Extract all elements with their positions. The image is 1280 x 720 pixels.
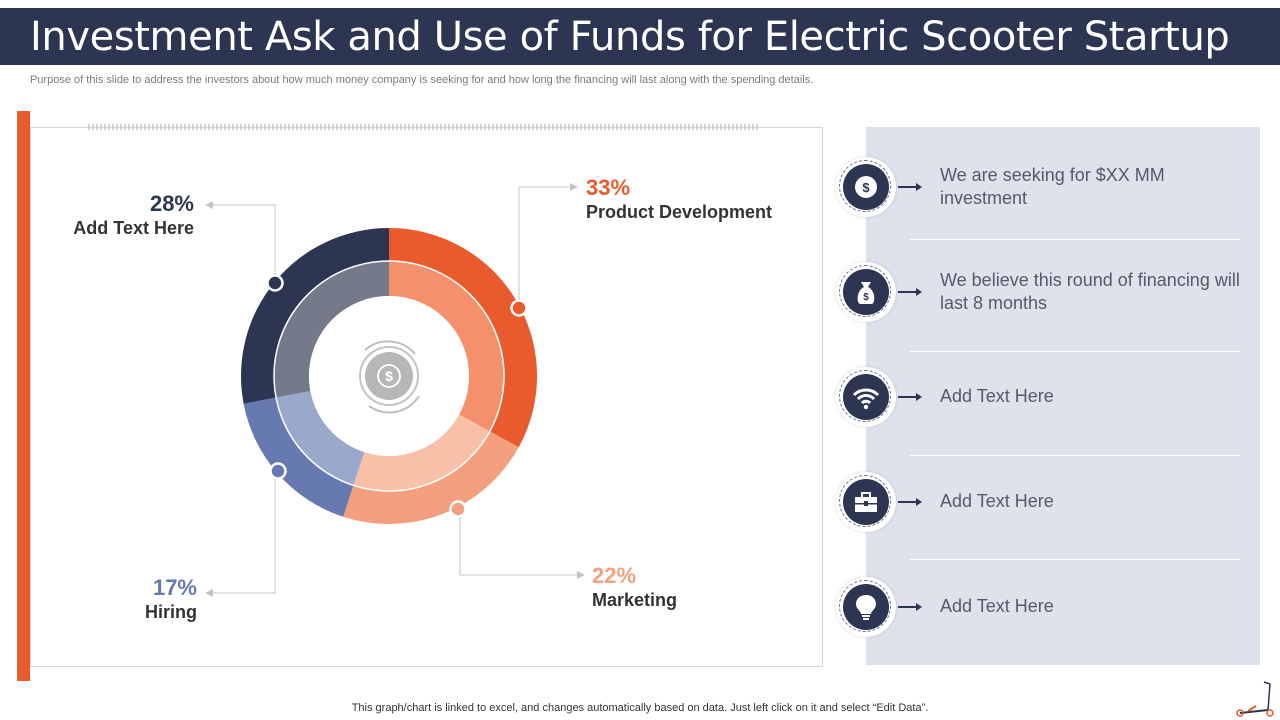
page-subtitle: Purpose of this slide to address the inv… xyxy=(30,74,814,86)
pie-slice-outer xyxy=(243,397,354,517)
panel-item-investment: $ We are seeking for $XX MM investment xyxy=(836,157,1256,217)
cycle-arrow-icon xyxy=(368,395,420,414)
pie-slice-inner xyxy=(276,390,365,486)
panel-item-text: Add Text Here xyxy=(940,596,1054,616)
icon-badge: $ xyxy=(836,157,896,217)
svg-text:$: $ xyxy=(863,292,869,303)
money-bag-icon: $ xyxy=(843,269,889,315)
footer-note: This graph/chart is linked to excel, and… xyxy=(351,702,929,714)
lightbulb-icon xyxy=(843,584,889,630)
data-label-percent: 28% xyxy=(150,191,194,216)
pie-slice-inner xyxy=(353,414,490,491)
divider xyxy=(910,455,1240,456)
cycle-arrow-icon xyxy=(364,340,416,355)
icon-badge: $ xyxy=(836,262,896,322)
title-bar: Investment Ask and Use of Funds for Elec… xyxy=(0,8,1280,65)
leader-line xyxy=(459,517,577,576)
use-of-funds-panel xyxy=(866,127,1260,665)
leader-arrow xyxy=(205,589,213,597)
decorative-stripe xyxy=(88,124,758,130)
divider xyxy=(910,351,1240,352)
divider xyxy=(910,559,1240,560)
arrow-icon xyxy=(898,393,922,401)
panel-item-text: Add Text Here xyxy=(940,386,1054,406)
donut-chart[interactable]: $33%Product Development 22%Marketing 17%Hi… xyxy=(0,0,840,700)
pie-slice-inner xyxy=(389,261,504,432)
data-label-percent: 33% xyxy=(586,175,630,200)
pie-marker xyxy=(269,462,287,480)
panel-item-text: We are seeking for $XX MM investment xyxy=(940,165,1165,208)
data-label-category: Add Text Here xyxy=(73,218,194,238)
data-label-category: Marketing xyxy=(592,590,677,610)
briefcase-icon xyxy=(843,479,889,525)
panel-item-financing: $ We believe this round of financing wil… xyxy=(836,262,1256,322)
arrow-icon xyxy=(898,288,922,296)
leader-arrow xyxy=(570,183,578,191)
panel-item-4: Add Text Here xyxy=(836,472,1256,532)
pie-slice-inner xyxy=(274,261,389,398)
accent-bar xyxy=(17,111,30,681)
svg-text:$: $ xyxy=(862,180,870,195)
pie-slice-outer xyxy=(241,228,389,404)
page-title: Investment Ask and Use of Funds for Elec… xyxy=(30,14,1230,60)
pie-marker xyxy=(449,500,467,518)
pie-marker xyxy=(266,274,284,292)
pie-slice-outer xyxy=(343,431,519,524)
data-label-percent: 22% xyxy=(592,563,636,588)
arrow-icon xyxy=(898,603,922,611)
scooter-logo-icon xyxy=(1236,681,1274,717)
icon-badge xyxy=(836,577,896,637)
pie-slice-outer xyxy=(389,228,537,448)
dollar-icon: $ xyxy=(843,164,889,210)
data-label-percent: 17% xyxy=(153,575,197,600)
ring-separator xyxy=(273,260,505,492)
dollar-coin-icon xyxy=(377,364,401,388)
leader-line xyxy=(212,479,276,594)
divider xyxy=(910,239,1240,240)
panel-item-5: Add Text Here xyxy=(836,577,1256,637)
data-label-category: Product Development xyxy=(586,202,772,222)
panel-item-text: Add Text Here xyxy=(940,491,1054,511)
dollar-icon: $ xyxy=(385,368,393,384)
icon-badge xyxy=(836,472,896,532)
panel-item-text: We believe this round of financing will … xyxy=(940,270,1240,313)
leader-line xyxy=(212,204,276,275)
center-ring xyxy=(359,346,419,406)
wifi-icon xyxy=(843,374,889,420)
panel-item-3: Add Text Here xyxy=(836,367,1256,427)
arrow-icon xyxy=(898,498,922,506)
center-dollar-badge xyxy=(365,352,413,400)
leader-arrow xyxy=(577,571,585,579)
data-label-category: Hiring xyxy=(145,602,197,622)
pie-marker xyxy=(510,299,528,317)
arrow-icon xyxy=(898,183,922,191)
icon-badge xyxy=(836,367,896,427)
leader-arrow xyxy=(205,201,213,209)
leader-line xyxy=(518,186,570,300)
